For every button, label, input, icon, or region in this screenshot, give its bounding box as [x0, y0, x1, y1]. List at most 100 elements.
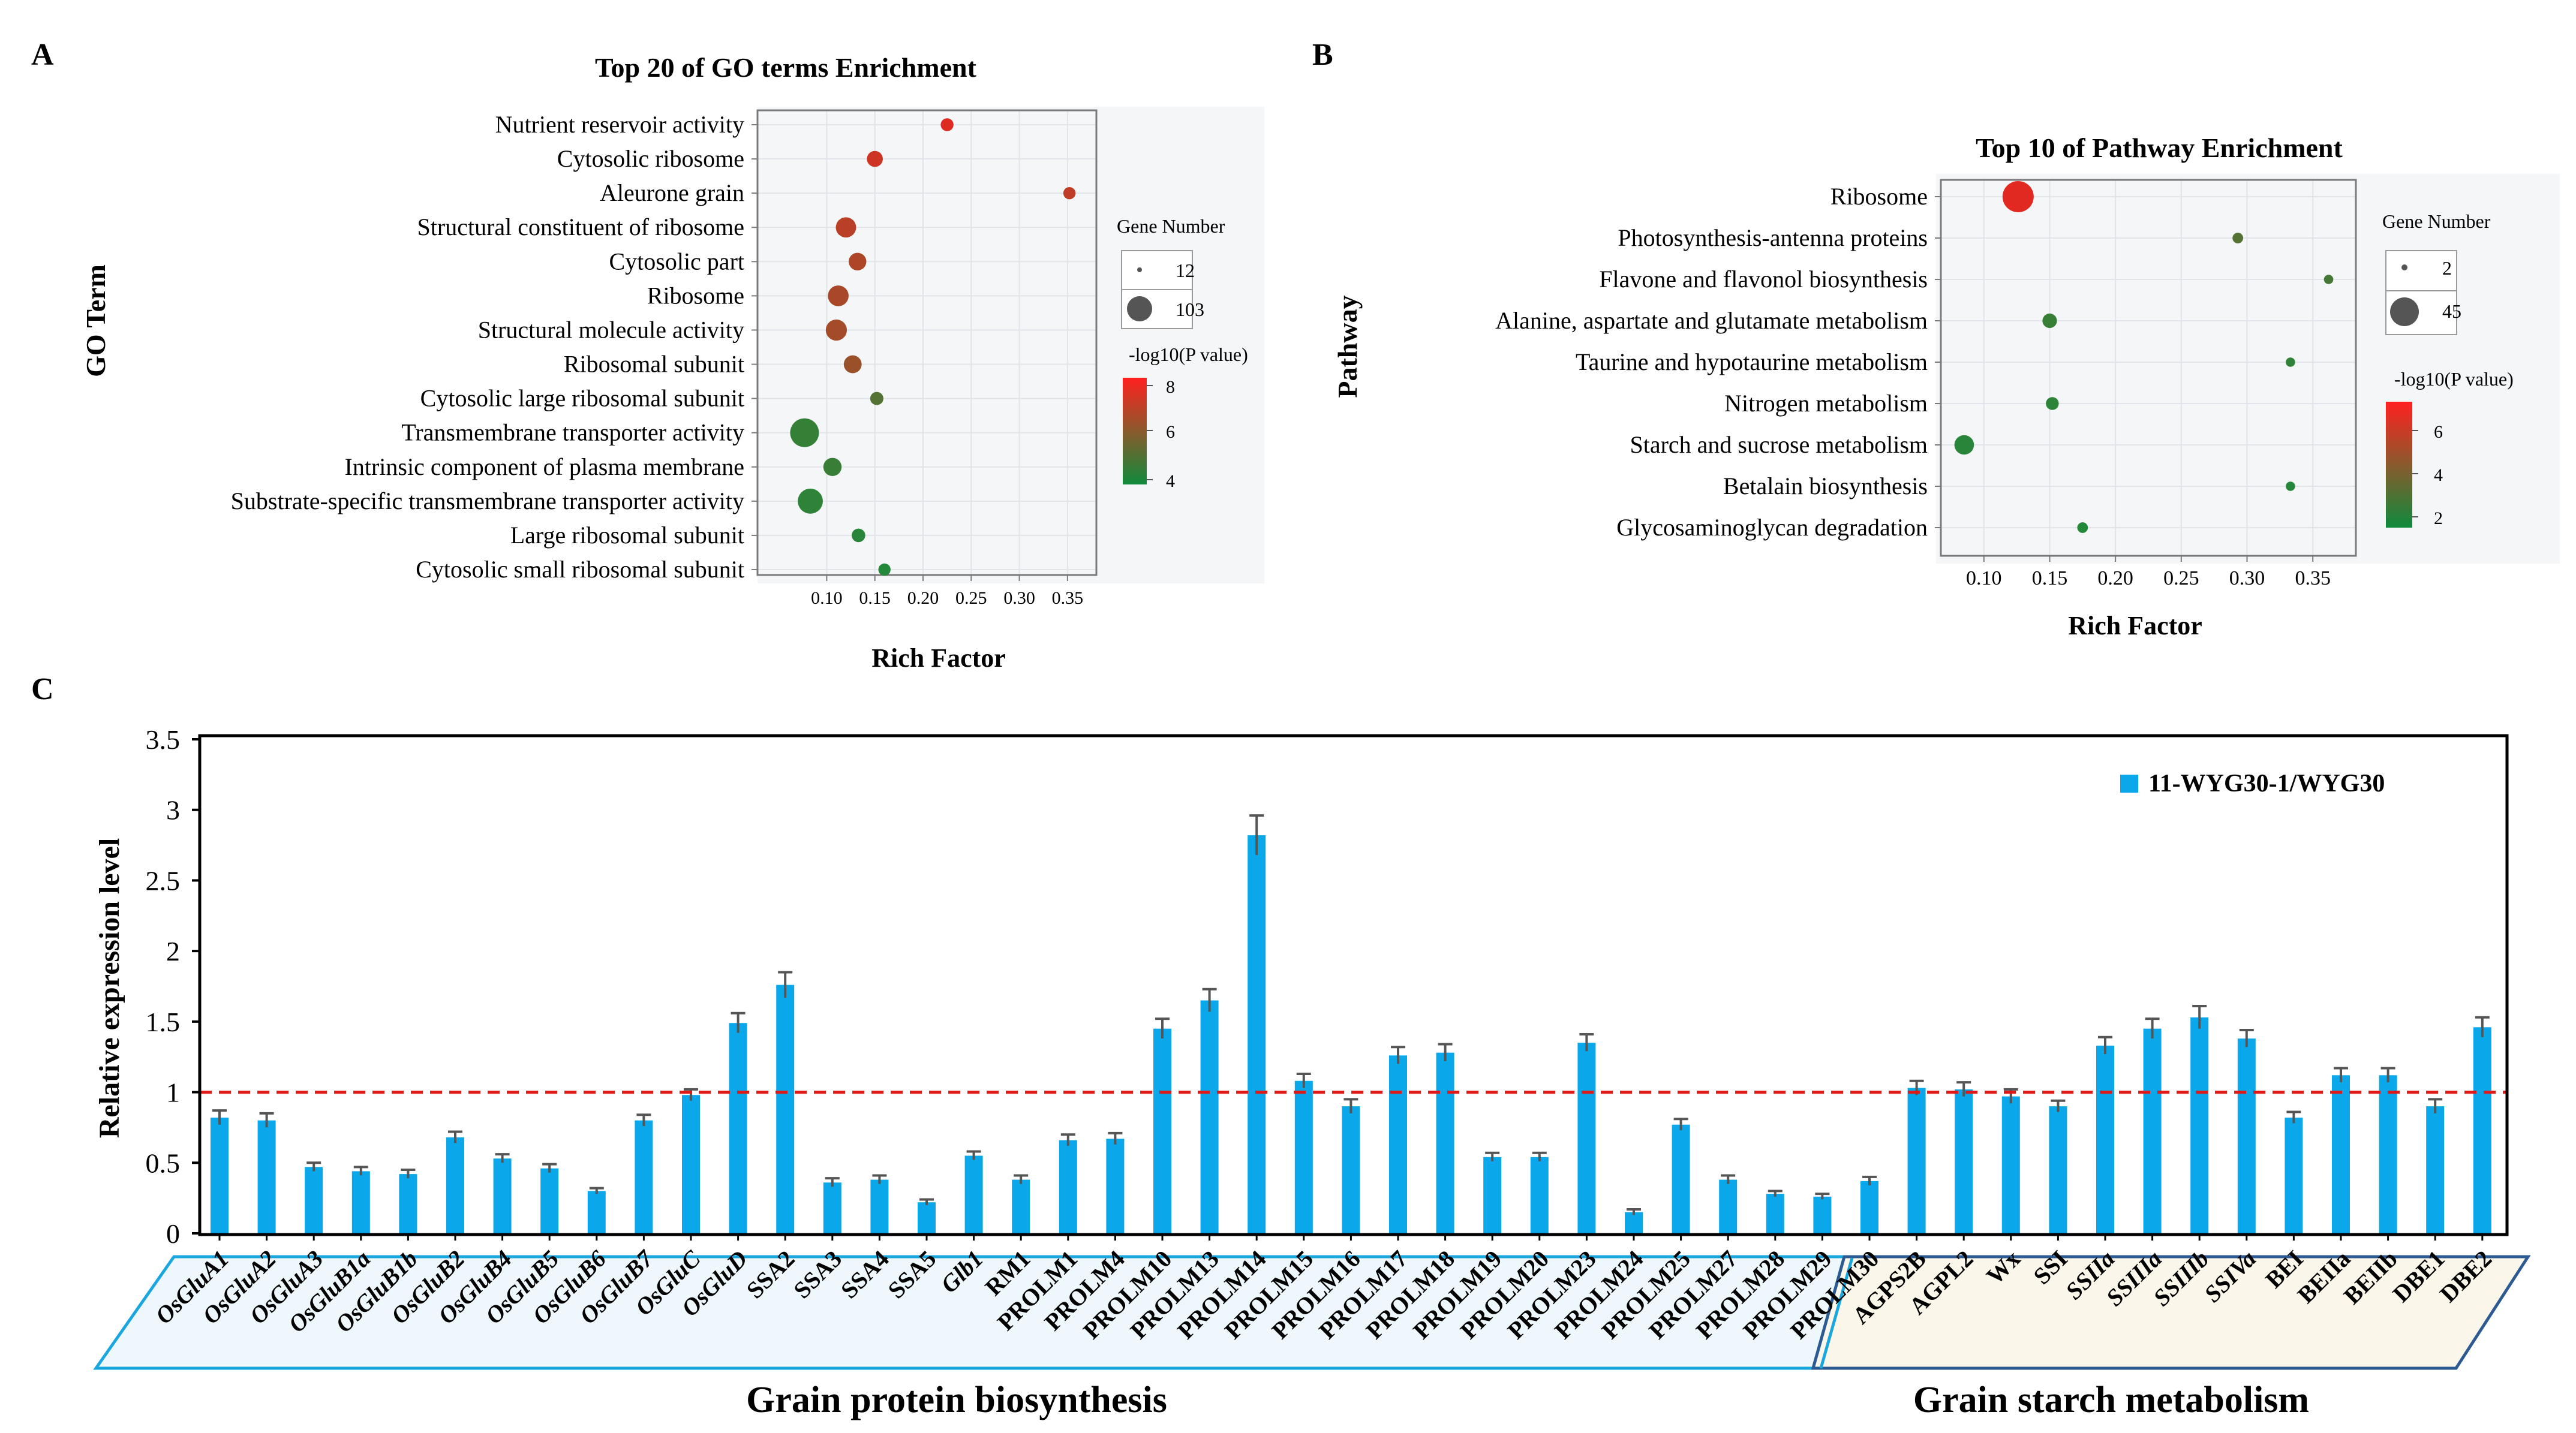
bubble-point: [2286, 481, 2295, 491]
x-tick-label: 0.15: [859, 588, 891, 608]
panel-c-plot-frame: [198, 734, 2509, 1236]
x-tick-label: 0.20: [907, 588, 939, 608]
panel-a-color-tick-high: 8: [1166, 377, 1175, 397]
panel-c-legend-swatch: [2120, 775, 2138, 793]
panel-b-color-legend-title: -log10(P value): [2394, 368, 2514, 390]
bar-OsGluB5: [540, 1168, 559, 1233]
y-tick-label: 2.5: [146, 865, 181, 896]
bar-OsGluC: [682, 1095, 700, 1233]
bar-PROLM14: [1248, 835, 1266, 1233]
bar-PROLM10: [1153, 1028, 1171, 1233]
panel-a-xlabel: Rich Factor: [871, 643, 1006, 673]
term-label: Large ribosomal subunit: [510, 522, 744, 549]
bar-OsGluA3: [305, 1167, 323, 1233]
bar-PROLM29: [1813, 1196, 1832, 1233]
y-tick-label: 1: [166, 1077, 180, 1108]
bubble-point: [852, 528, 865, 543]
bar-OsGluD: [729, 1023, 747, 1233]
panel-b-letter: B: [1312, 38, 1333, 72]
panel-a-size-legend-large: [1127, 296, 1152, 321]
bar-PROLM23: [1577, 1043, 1596, 1233]
bar-AGPL2: [1955, 1089, 1973, 1233]
panel-c-legend-label: 11-WYG30-1/WYG30: [2148, 770, 2385, 797]
bar-SSA3: [823, 1182, 841, 1233]
bubble-point: [940, 118, 954, 131]
bar-PROLM4: [1106, 1139, 1125, 1233]
term-label: Cytosolic small ribosomal subunit: [416, 556, 744, 583]
protein-group-label: Grain protein biosynthesis: [746, 1380, 1167, 1420]
bar-AGPS2B: [1907, 1088, 1926, 1233]
bar-BEIIa: [2332, 1075, 2350, 1233]
x-tick-label: 0.25: [2163, 567, 2199, 589]
panel-a-x-ticks: 0.10 0.15 0.20 0.25 0.30 0.35: [811, 575, 1083, 608]
panel-b-color-tick-mid: 4: [2434, 465, 2443, 485]
bar-PROLM27: [1719, 1179, 1738, 1233]
bubble-point: [849, 252, 867, 271]
panel-a-size-legend-value-small: 12: [1176, 260, 1195, 281]
bar-PROLM18: [1436, 1052, 1454, 1233]
y-tick-label: 2: [166, 936, 180, 967]
panel-a-size-legend-small: [1137, 267, 1142, 272]
bubble-point: [825, 319, 847, 341]
y-tick-label: 0: [166, 1218, 180, 1249]
panel-a-color-tick-mid: 6: [1166, 422, 1175, 442]
bar-PROLM17: [1389, 1055, 1407, 1233]
panel-a-colorbar: [1123, 378, 1147, 484]
term-label: Cytosolic large ribosomal subunit: [420, 385, 744, 412]
term-label: Photosynthesis-antenna proteins: [1618, 224, 1928, 251]
bubble-point: [1063, 186, 1076, 200]
bubble-point: [878, 563, 891, 576]
term-label: Alanine, aspartate and glutamate metabol…: [1495, 307, 1928, 334]
term-label: Structural molecule activity: [478, 316, 744, 343]
panel-b-ylabel: Pathway: [1332, 295, 1363, 398]
bubble-point: [2232, 233, 2244, 243]
x-tick-label: 0.35: [1052, 588, 1084, 608]
term-label: Nitrogen metabolism: [1724, 390, 1928, 417]
panel-c-legend: 11-WYG30-1/WYG30: [2120, 770, 2385, 797]
x-tick-label: 0.15: [2032, 567, 2068, 589]
bar-SSA4: [870, 1179, 889, 1233]
panel-a-go-enrichment: A Top 20 of GO terms Enrichment GO Term …: [31, 38, 1264, 673]
x-tick-label: 0.25: [955, 588, 987, 608]
panel-a-ylabel: GO Term: [80, 264, 111, 377]
bar-DBE1: [2426, 1106, 2445, 1233]
panel-b-plot-background: [1936, 174, 2356, 564]
bar-PROLM30: [1860, 1181, 1878, 1233]
bubble-point: [828, 285, 849, 306]
panel-a-color-legend-title: -log10(P value): [1129, 344, 1248, 365]
bubble-point: [823, 457, 842, 476]
x-tick-label: 0.10: [811, 588, 843, 608]
bar-OsGluB1a: [351, 1171, 370, 1233]
panel-b-color-tick-low: 2: [2434, 508, 2443, 528]
term-label: Structural constituent of ribosome: [417, 213, 744, 240]
y-tick-label: 3.5: [146, 724, 181, 755]
starch-group-banner: [1811, 1255, 2531, 1370]
panel-c-letter: C: [31, 672, 54, 706]
term-label: Intrinsic component of plasma membrane: [345, 453, 744, 480]
bar-OsGluB6: [587, 1191, 606, 1233]
panel-b-size-legend-small: [2401, 264, 2407, 270]
bar-RM1: [1012, 1179, 1030, 1233]
panel-a-title: Top 20 of GO terms Enrichment: [595, 52, 977, 83]
panel-a-plot-frame: [756, 109, 1098, 576]
panel-c-ylabel: Relative expression level: [94, 838, 125, 1138]
x-tick-label: 0.30: [2229, 567, 2265, 589]
bar-OsGluA1: [211, 1117, 229, 1233]
panel-a-legend-background: [1096, 107, 1264, 583]
panel-a-letter: A: [31, 38, 54, 72]
x-tick-label: 0.30: [1003, 588, 1035, 608]
term-label: Nutrient reservoir activity: [495, 111, 744, 138]
bar-SSIVa: [2237, 1038, 2256, 1233]
bubble-point: [2077, 522, 2088, 533]
bar-PROLM13: [1200, 1000, 1219, 1233]
panel-b-size-legend-title: Gene Number: [2382, 210, 2491, 232]
bar-BEIIb: [2379, 1075, 2397, 1233]
panel-b-color-legend: -log10(P value) 6 4 2: [2386, 368, 2514, 528]
bar-PROLM25: [1672, 1124, 1690, 1233]
panel-b-x-ticks: 0.10 0.15 0.20 0.25 0.30 0.35: [1966, 556, 2331, 589]
term-label: Taurine and hypotaurine metabolism: [1576, 348, 1928, 375]
bar-OsGluB2: [446, 1137, 464, 1233]
starch-group-label: Grain starch metabolism: [1913, 1380, 2309, 1420]
bar-PROLM19: [1483, 1157, 1502, 1233]
term-label: Substrate-specific transmembrane transpo…: [231, 487, 744, 514]
